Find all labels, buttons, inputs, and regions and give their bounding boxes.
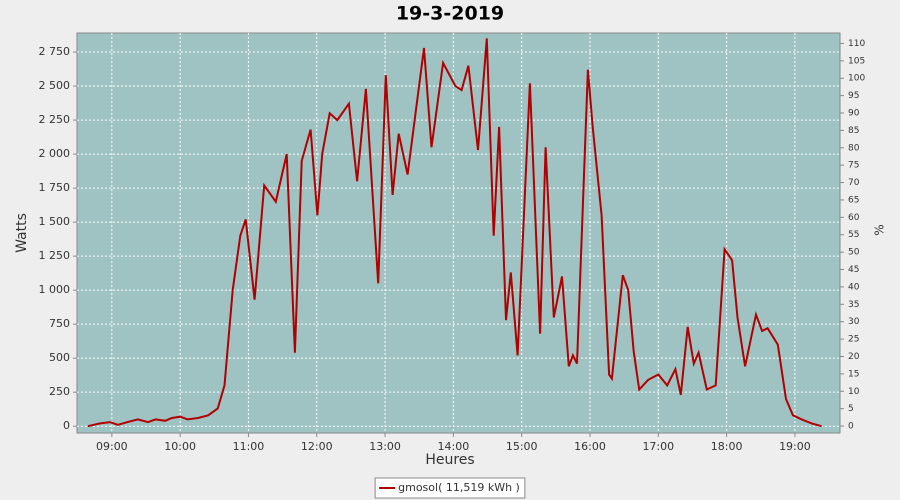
y2-tick-label: 55	[848, 230, 859, 240]
x-tick-label: 19:00	[779, 440, 811, 453]
y2-tick-label: 85	[848, 126, 859, 136]
y-axis-label: Watts	[14, 213, 30, 253]
y-tick-label: 750	[49, 317, 70, 330]
y2-tick-label: 80	[848, 143, 860, 153]
x-tick-label: 10:00	[164, 440, 196, 453]
y-tick-label: 2 500	[39, 79, 71, 92]
y2-axis-label: %	[873, 224, 887, 235]
y2-tick-label: 35	[848, 300, 859, 310]
y2-tick-label: 5	[848, 404, 854, 414]
y-tick-label: 1 000	[39, 283, 71, 296]
y2-tick-label: 95	[848, 91, 859, 101]
y2-tick-label: 100	[848, 74, 865, 84]
y-tick-label: 2 250	[39, 113, 71, 126]
y2-tick-label: 15	[848, 369, 859, 379]
y2-tick-label: 10	[848, 387, 860, 397]
y-tick-label: 0	[63, 419, 70, 432]
y2-tick-label: 45	[848, 265, 859, 275]
legend-label: gmosol( 11,519 kWh )	[398, 481, 520, 494]
y2-tick-label: 25	[848, 335, 859, 345]
y2-tick-label: 70	[848, 178, 860, 188]
y-tick-label: 2 750	[39, 45, 71, 58]
x-tick-label: 12:00	[301, 440, 333, 453]
chart-title: 19-3-2019	[396, 3, 504, 25]
y2-tick-label: 50	[848, 248, 860, 258]
y2-tick-label: 40	[848, 282, 860, 292]
y2-tick-label: 65	[848, 195, 859, 205]
y2-tick-label: 0	[848, 422, 854, 432]
y2-tick-label: 30	[848, 317, 860, 327]
y-tick-label: 250	[49, 385, 70, 398]
y-tick-label: 1 250	[39, 249, 71, 262]
x-tick-label: 18:00	[711, 440, 743, 453]
series-line	[87, 38, 822, 428]
x-tick-label: 16:00	[574, 440, 606, 453]
legend: gmosol( 11,519 kWh )	[374, 477, 526, 499]
x-tick-label: 17:00	[642, 440, 674, 453]
y2-tick-label: 90	[848, 109, 860, 119]
y-tick-label: 1 500	[39, 215, 71, 228]
plot-area	[76, 32, 841, 434]
x-tick-label: 11:00	[233, 440, 265, 453]
x-axis-label: Heures	[425, 452, 474, 468]
legend-box	[374, 477, 526, 499]
y-tick-label: 1 750	[39, 181, 71, 194]
y2-tick-label: 75	[848, 161, 859, 171]
y-tick-label: 2 000	[39, 147, 71, 160]
x-tick-label: 13:00	[369, 440, 401, 453]
y2-tick-label: 110	[848, 39, 865, 49]
x-tick-label: 09:00	[96, 440, 128, 453]
y2-tick-label: 60	[848, 213, 860, 223]
y-tick-label: 500	[49, 351, 70, 364]
x-tick-label: 15:00	[506, 440, 538, 453]
y2-tick-label: 20	[848, 352, 860, 362]
x-tick-label: 14:00	[438, 440, 470, 453]
y2-tick-label: 105	[848, 56, 865, 66]
